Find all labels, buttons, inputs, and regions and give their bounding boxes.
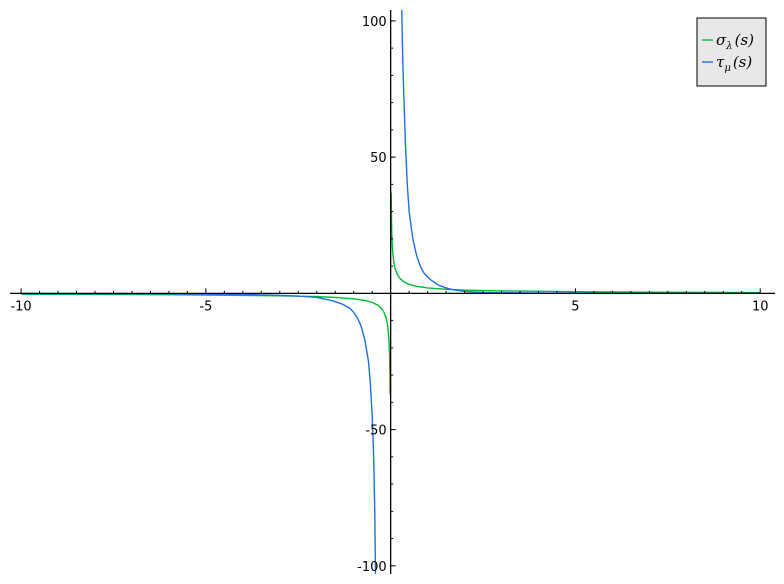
axes: -10 -5 5 10 100 50 -50 -100 (10, 10, 775, 575)
x-tick-label: 10 (752, 299, 769, 314)
y-tick-label: 100 (362, 15, 387, 30)
x-tick-label: -10 (10, 299, 31, 314)
series-line-2 (21, 10, 761, 574)
legend: σλ (s)τμ (s) (696, 17, 767, 87)
y-tick-label: 50 (370, 151, 387, 166)
y-tick-label: -50 (365, 424, 386, 439)
x-tick-label: -5 (199, 299, 212, 314)
legend-label: τμ (s) (716, 53, 752, 74)
series-lines (21, 10, 761, 574)
y-axis-ticks: 100 50 -50 -100 (357, 15, 396, 575)
legend-box (696, 17, 767, 87)
x-tick-label: 5 (571, 299, 579, 314)
y-tick-label: -100 (357, 560, 387, 575)
x-axis-ticks: -10 -5 5 10 (10, 288, 768, 314)
legend-label: σλ (s) (716, 31, 754, 52)
